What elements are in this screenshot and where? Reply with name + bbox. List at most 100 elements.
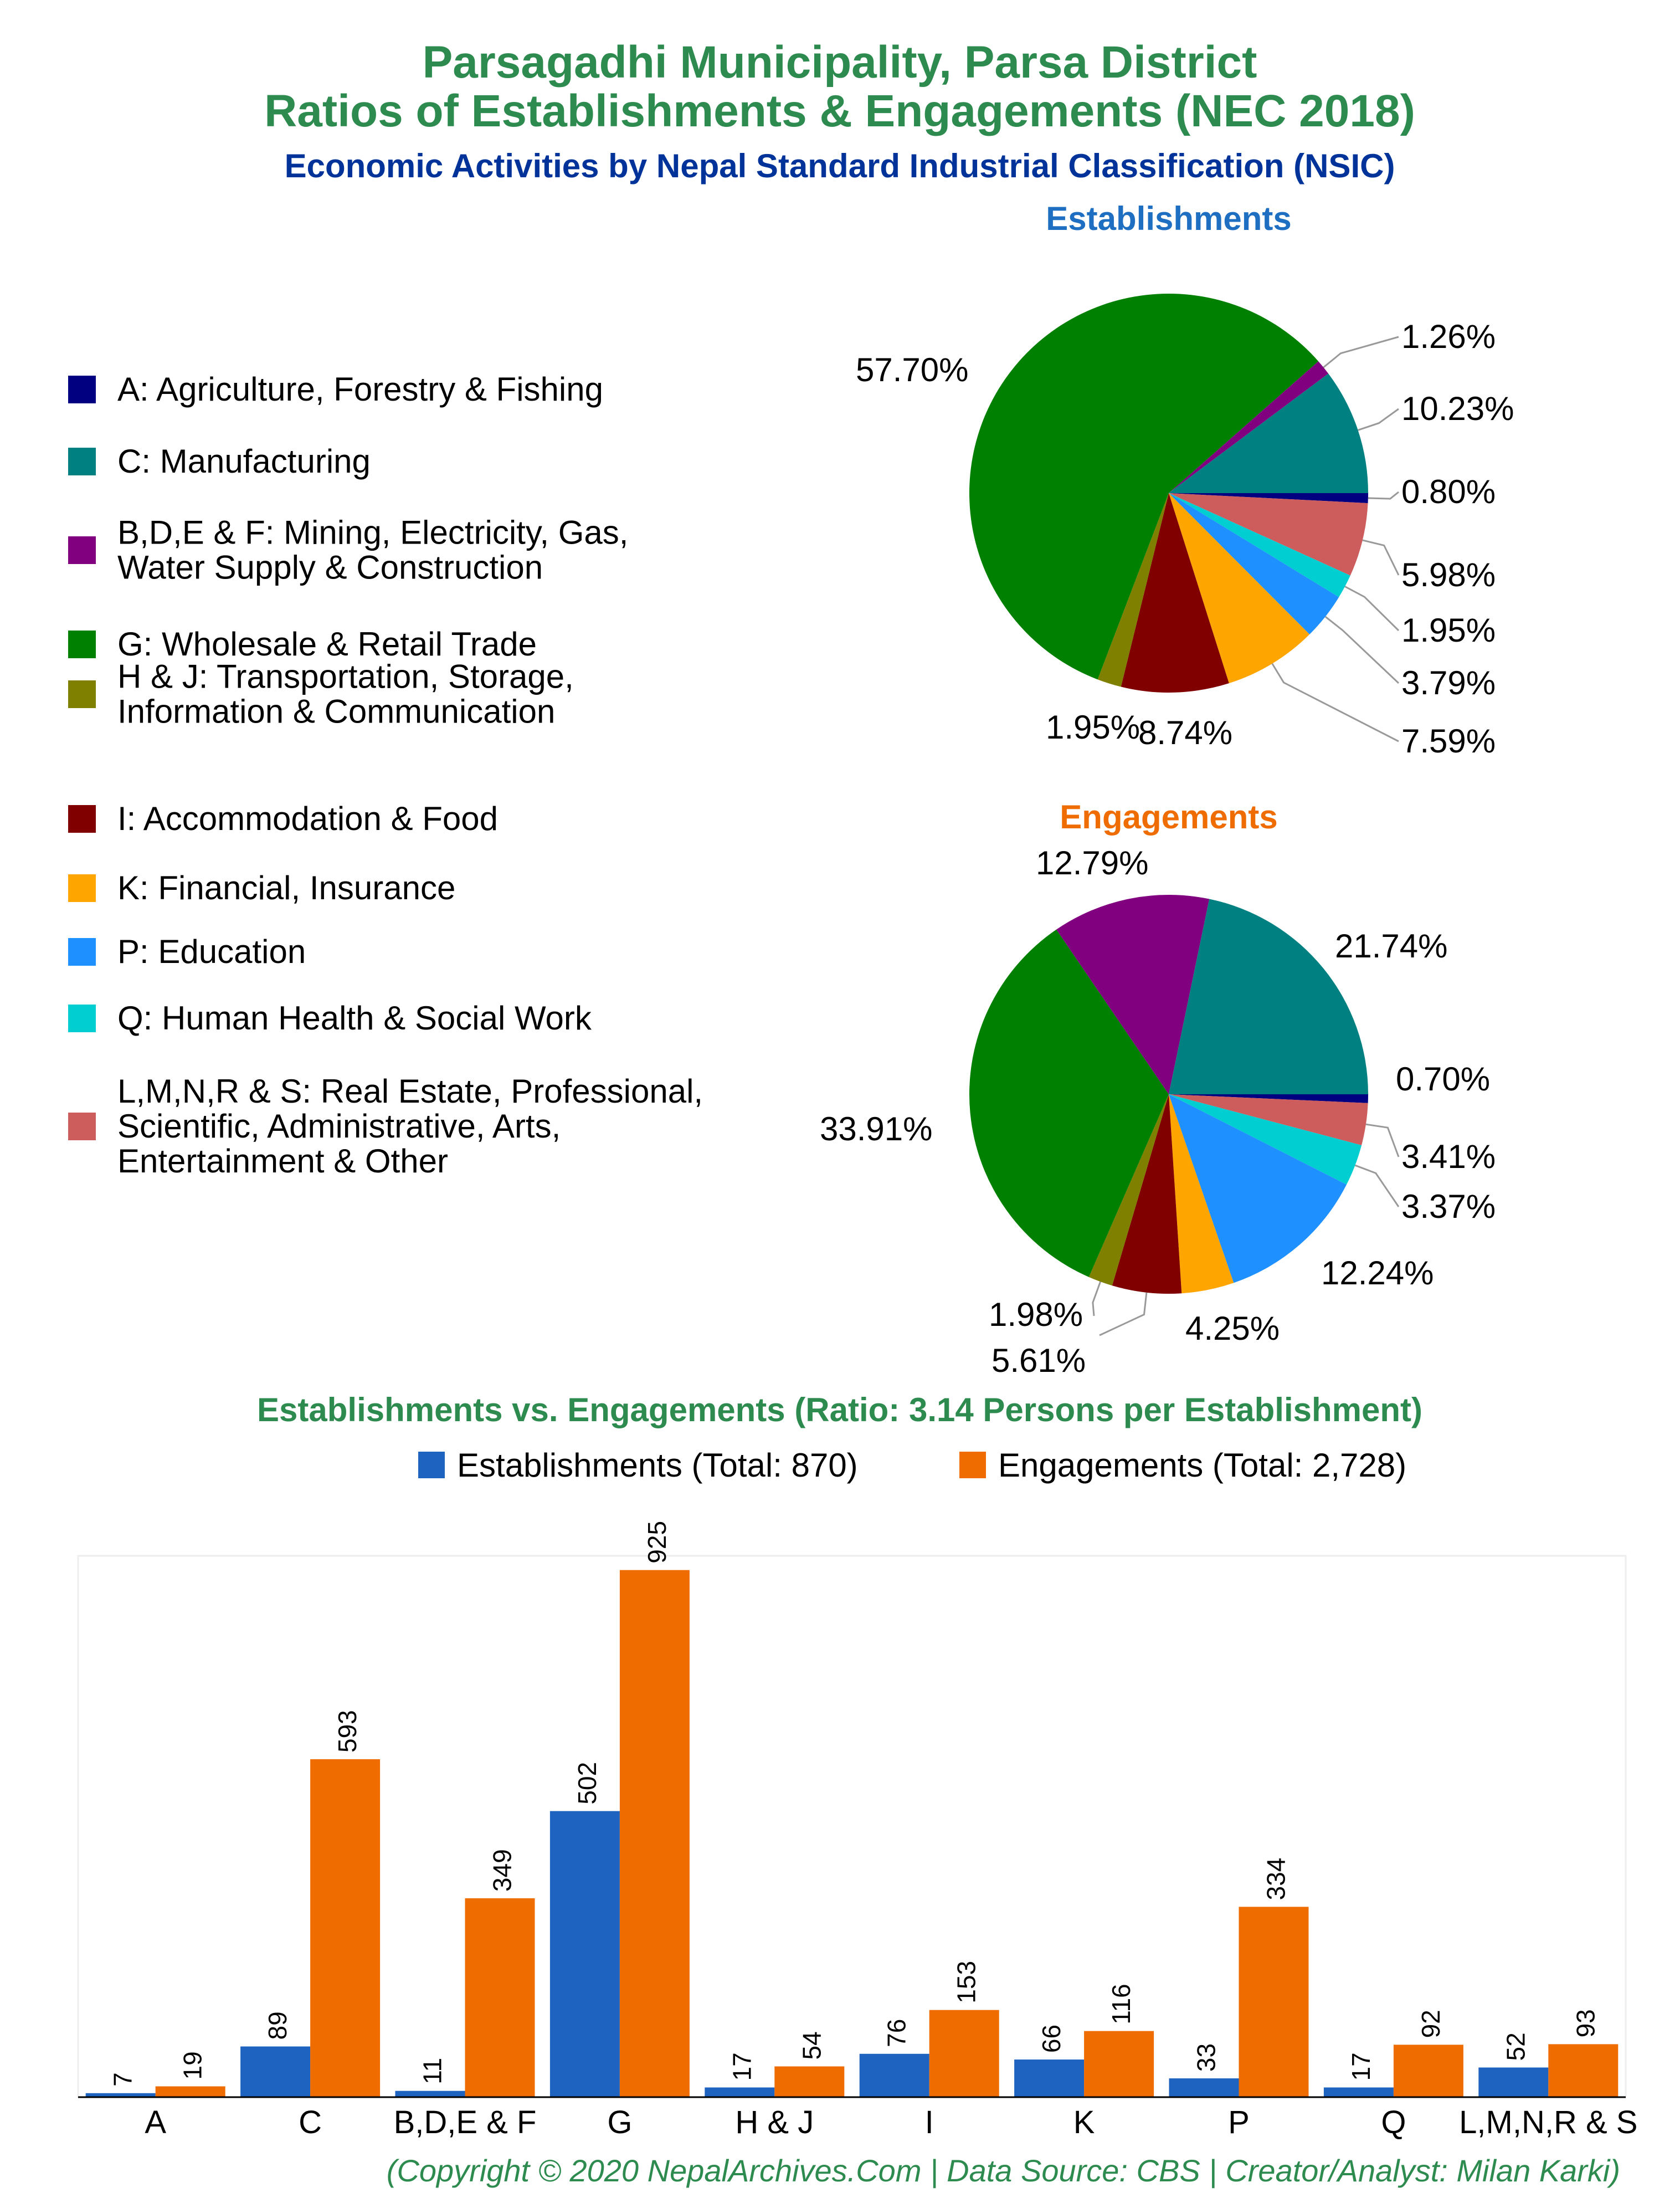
legend-swatch-6 [68, 805, 96, 833]
legend-label-1: A: Agriculture, Forestry & Fishing [117, 371, 603, 408]
legend-label-3: Water Supply & Construction [117, 549, 543, 586]
pie2-slice-b-d-e-f [1056, 895, 1210, 1094]
pie2-slice-c [1169, 899, 1368, 1094]
pie1-slice-a [1169, 493, 1368, 504]
bar-category-k: K [1073, 2104, 1095, 2140]
bar-category-l-m-n-r-s: L,M,N,R & S [1459, 2104, 1637, 2140]
pie2-slice-p [1169, 1094, 1347, 1283]
bar-value-eng-c: 593 [333, 1710, 362, 1753]
bar-eng-h-j [774, 2066, 845, 2097]
title-line-2: Ratios of Establishments & Engagements (… [264, 86, 1415, 136]
pie2-slice-i [1112, 1094, 1182, 1294]
pie1-label-g: 57.70% [856, 351, 969, 388]
bar-value-eng-p: 334 [1262, 1858, 1291, 1900]
legend-swatch-9 [68, 1005, 96, 1032]
bar-category-g: G [607, 2104, 632, 2140]
category-legend: A: Agriculture, Forestry & Fishing C: Man… [68, 371, 703, 1180]
pie1-slice-q [1169, 493, 1350, 597]
bar-value-est-b-d-e-f: 11 [418, 2058, 447, 2084]
bar-eng-i [929, 2010, 999, 2097]
pie2-label-i: 5.61% [991, 1342, 1086, 1379]
bar-legend: Establishments (Total: 870) Engagements (… [418, 1447, 1406, 1484]
bar-legend-swatch-2 [959, 1452, 986, 1478]
bar-value-eng-a: 19 [178, 2051, 207, 2079]
legend-swatch-5 [68, 680, 96, 708]
pie1-slice-k [1169, 493, 1310, 684]
pie1-leader-k [1271, 663, 1399, 742]
legend-label-10: Scientific, Administrative, Arts, [117, 1108, 561, 1145]
legend-label-10: L,M,N,R & S: Real Estate, Professional, [117, 1073, 703, 1110]
legend-swatch-7 [68, 874, 96, 902]
bar-value-eng-q: 92 [1416, 2010, 1445, 2038]
bar-value-eng-l-m-n-r-s: 93 [1571, 2009, 1600, 2037]
pie1-slice-c [1169, 373, 1368, 493]
legend-label-7: K: Financial, Insurance [117, 869, 455, 906]
bar-est-k [1014, 2059, 1085, 2097]
title-line-1: Parsagadhi Municipality, Parsa District [423, 37, 1257, 88]
legend-swatch-10 [68, 1113, 96, 1140]
bar-est-p [1169, 2078, 1239, 2097]
legend-label-5: H & J: Transportation, Storage, [117, 658, 574, 695]
pie2-label-a: 0.70% [1396, 1060, 1490, 1098]
legend-label-5: Information & Communication [117, 693, 555, 730]
pie2-label-c: 21.74% [1335, 928, 1448, 965]
bar-value-est-g: 502 [573, 1762, 602, 1805]
pie2-slice-k [1169, 1094, 1234, 1294]
legend-swatch-1 [68, 376, 96, 403]
pie1-slice-p [1169, 493, 1339, 634]
pie2-label-b-d-e-f: 12.79% [1036, 844, 1149, 882]
bar-est-g [549, 1811, 620, 2097]
bar-eng-b-d-e-f [465, 1898, 535, 2097]
pie2-label-g: 33.91% [820, 1110, 933, 1147]
subtitle: Economic Activities by Nepal Standard In… [285, 147, 1395, 185]
pie2-label-p: 12.24% [1321, 1254, 1434, 1292]
bar-est-l-m-n-r-s [1478, 2067, 1549, 2097]
pie2-slice-h-j [1088, 1094, 1169, 1286]
pie1-slice-i [1121, 493, 1229, 693]
bar-category-h-j: H & J [735, 2104, 814, 2140]
legend-swatch-4 [68, 631, 96, 658]
pie1-leader-a [1368, 491, 1399, 500]
bar-eng-q [1393, 2045, 1463, 2097]
pie1-slice-l-m-n-r-s [1169, 493, 1368, 576]
pie1-label-h-j: 1.95% [1046, 709, 1140, 746]
bar-eng-g [619, 1570, 690, 2097]
bar-legend-label-2: Engagements (Total: 2,728) [998, 1447, 1406, 1484]
bar-legend-swatch-1 [418, 1452, 445, 1478]
bar-chart-title: Establishments vs. Engagements (Ratio: 3… [257, 1391, 1422, 1428]
bar-value-eng-k: 116 [1107, 1984, 1136, 2024]
pie2-leader-i [1099, 1292, 1148, 1336]
legend-label-10: Entertainment & Other [117, 1142, 448, 1180]
legend-label-6: I: Accommodation & Food [117, 800, 498, 837]
legend-swatch-2 [68, 448, 96, 475]
bar-value-est-p: 33 [1192, 2043, 1221, 2072]
legend-label-4: G: Wholesale & Retail Trade [117, 626, 537, 663]
bar-value-eng-h-j: 54 [797, 2031, 826, 2059]
pie1-label-q: 1.95% [1401, 612, 1496, 649]
pie1-leader-q [1344, 586, 1400, 632]
bar-eng-p [1239, 1907, 1309, 2097]
pie2-slice-a [1169, 1094, 1368, 1103]
bar-value-est-h-j: 17 [727, 2052, 756, 2081]
footer-credit: (Copyright © 2020 NepalArchives.Com | Da… [387, 2153, 1620, 2189]
legend-label-9: Q: Human Health & Social Work [117, 1000, 592, 1037]
bar-value-eng-g: 925 [643, 1521, 671, 1564]
bar-chart: 7 19 A 89 593 C 11 349 B,D,E & F 502 925 G 17 54 H & J… [77, 1521, 1637, 2140]
pie1-label-k: 7.59% [1401, 723, 1496, 760]
pie2-slice-g [969, 929, 1169, 1277]
pie1-label-a: 0.80% [1401, 473, 1496, 510]
legend-label-8: P: Education [117, 933, 306, 970]
pie2-label-k: 4.25% [1185, 1310, 1280, 1347]
pie1-leader-c [1358, 408, 1399, 431]
establishments-pie: 0.80%5.98%1.95%3.79%7.59%8.74%1.95%57.70… [856, 293, 1514, 760]
bar-value-eng-b-d-e-f: 349 [488, 1849, 517, 1892]
pie1-leader-b-d-e-f [1323, 336, 1399, 368]
pie2-leader-q [1354, 1164, 1400, 1207]
bar-est-h-j [705, 2087, 775, 2097]
bar-value-est-c: 89 [263, 2011, 292, 2040]
bar-value-est-l-m-n-r-s: 52 [1501, 2032, 1530, 2061]
bar-category-a: A [145, 2104, 166, 2140]
pie1-slice-g [969, 293, 1319, 680]
pie2-slice-l-m-n-r-s [1169, 1094, 1368, 1145]
